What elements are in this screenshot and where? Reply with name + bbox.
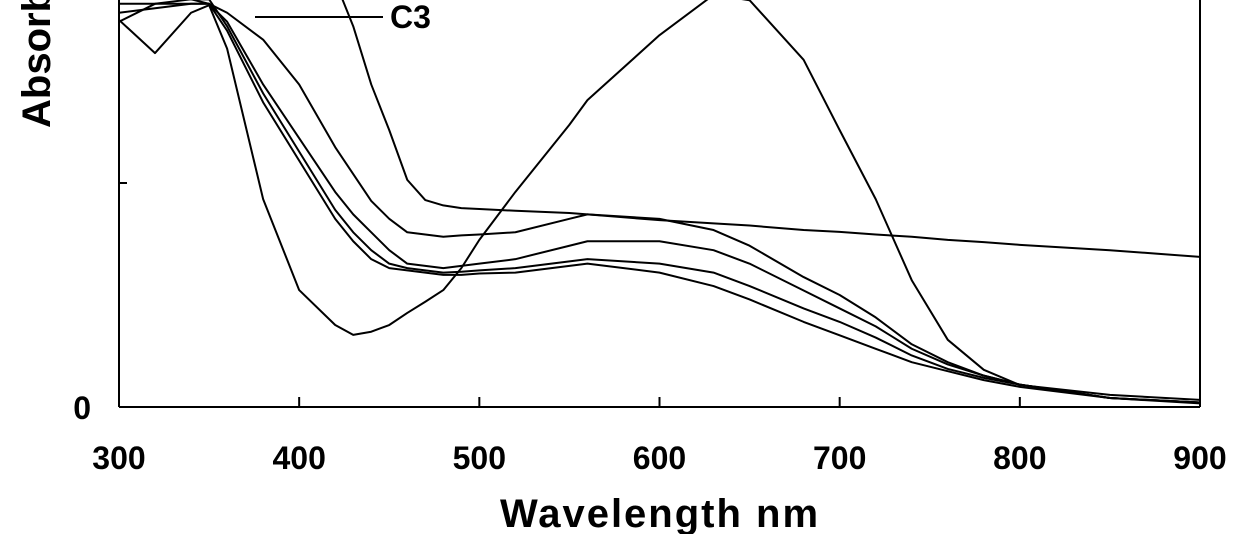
y-axis-label: Absorbance: [15, 0, 59, 128]
y-tick-label: 0: [73, 390, 91, 426]
x-tick-label: 600: [633, 440, 686, 476]
spectrum-line: [119, 0, 1200, 401]
x-tick-label: 300: [92, 440, 145, 476]
spectrum-line: [341, 0, 1200, 258]
spectrum-line: [119, 0, 1200, 404]
x-tick-label: 900: [1173, 440, 1226, 476]
x-axis-label: Wavelength nm: [500, 492, 820, 534]
annotation: C3: [390, 0, 431, 35]
x-tick-label: 500: [453, 440, 506, 476]
spectrum-line: [119, 2, 1200, 405]
spectrum-line: [119, 2, 1200, 404]
spectrum-line: [188, 0, 1200, 404]
x-tick-label: 700: [813, 440, 866, 476]
x-tick-label: 800: [993, 440, 1046, 476]
plot-area: [119, 0, 1200, 405]
x-tick-label: 400: [272, 440, 325, 476]
